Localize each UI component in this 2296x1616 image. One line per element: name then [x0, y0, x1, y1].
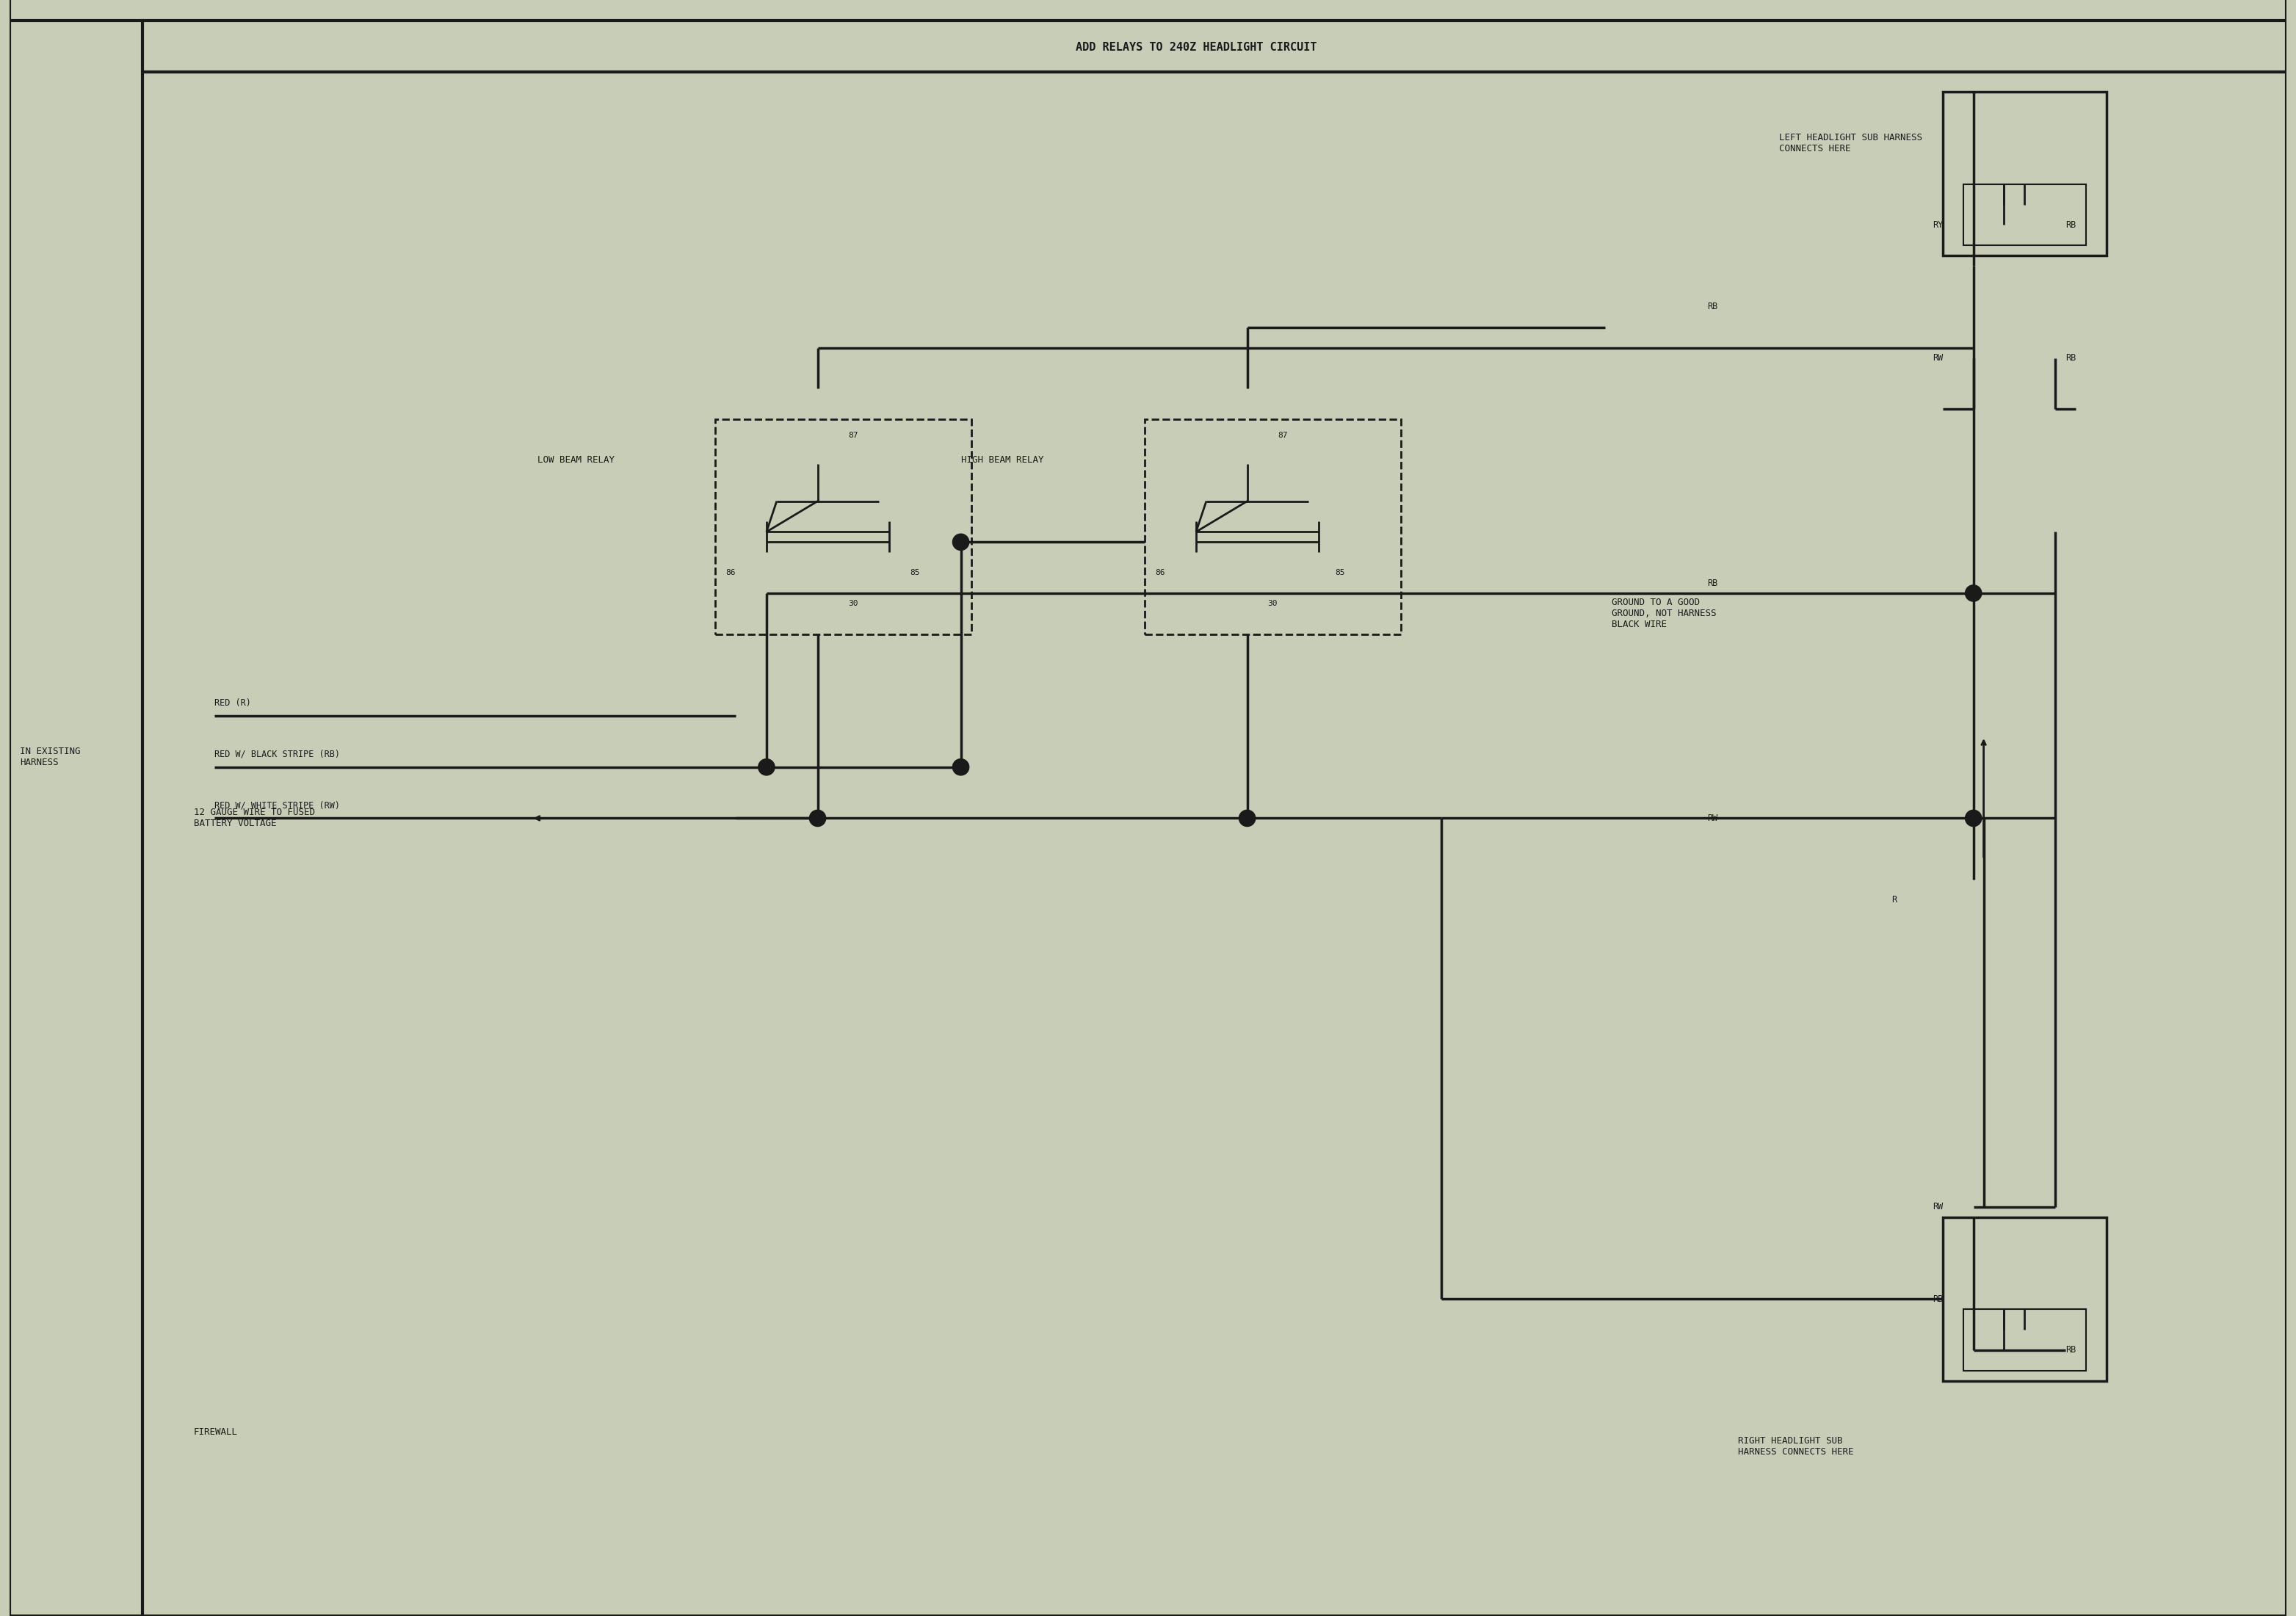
Circle shape	[810, 810, 827, 826]
Text: RW: RW	[1708, 813, 1717, 823]
Text: IN EXISTING
HARNESS: IN EXISTING HARNESS	[21, 747, 80, 768]
Text: RY: RY	[1933, 220, 1942, 229]
Circle shape	[1965, 585, 1981, 601]
Text: RED (R): RED (R)	[214, 698, 250, 708]
Text: 30: 30	[1267, 600, 1277, 608]
Text: FIREWALL: FIREWALL	[193, 1427, 239, 1437]
Circle shape	[953, 760, 969, 776]
Bar	[1942, 92, 2105, 255]
Circle shape	[1240, 810, 1256, 826]
Text: RB: RB	[2066, 1345, 2076, 1354]
Circle shape	[1965, 810, 1981, 826]
Text: 87: 87	[1279, 431, 1288, 440]
Text: RED W/ WHITE STRIPE (RW): RED W/ WHITE STRIPE (RW)	[214, 800, 340, 810]
Circle shape	[953, 533, 969, 551]
Text: 85: 85	[909, 569, 921, 577]
Text: RED W/ BLACK STRIPE (RB): RED W/ BLACK STRIPE (RB)	[214, 750, 340, 760]
Text: RB: RB	[1708, 302, 1717, 312]
Text: 87: 87	[847, 431, 859, 440]
Text: RB: RB	[1933, 1294, 1942, 1304]
Text: 85: 85	[1336, 569, 1345, 577]
Bar	[1146, 419, 1401, 633]
Text: GROUND TO A GOOD
GROUND, NOT HARNESS
BLACK WIRE: GROUND TO A GOOD GROUND, NOT HARNESS BLA…	[1612, 598, 1715, 630]
Text: 12 GAUGE WIRE TO FUSED
BATTERY VOLTAGE: 12 GAUGE WIRE TO FUSED BATTERY VOLTAGE	[193, 808, 315, 829]
Text: RIGHT HEADLIGHT SUB
HARNESS CONNECTS HERE: RIGHT HEADLIGHT SUB HARNESS CONNECTS HER…	[1738, 1437, 1853, 1456]
Bar	[716, 419, 971, 633]
Text: RB: RB	[2066, 220, 2076, 229]
Bar	[1963, 1309, 2087, 1370]
Text: LEFT HEADLIGHT SUB HARNESS
CONNECTS HERE: LEFT HEADLIGHT SUB HARNESS CONNECTS HERE	[1779, 133, 1922, 154]
Text: ADD RELAYS TO 240Z HEADLIGHT CIRCUIT: ADD RELAYS TO 240Z HEADLIGHT CIRCUIT	[1075, 42, 1316, 53]
Text: 86: 86	[1155, 569, 1164, 577]
Circle shape	[758, 760, 774, 776]
Text: RB: RB	[1708, 579, 1717, 588]
Bar	[1942, 1217, 2105, 1380]
Text: HIGH BEAM RELAY: HIGH BEAM RELAY	[960, 456, 1042, 465]
Text: R: R	[1892, 895, 1896, 905]
Text: RW: RW	[1933, 1202, 1942, 1212]
Bar	[1963, 184, 2087, 246]
Text: 86: 86	[726, 569, 735, 577]
Text: RW: RW	[1933, 354, 1942, 362]
Text: RB: RB	[2066, 354, 2076, 362]
Text: 30: 30	[847, 600, 859, 608]
Text: LOW BEAM RELAY: LOW BEAM RELAY	[537, 456, 615, 465]
